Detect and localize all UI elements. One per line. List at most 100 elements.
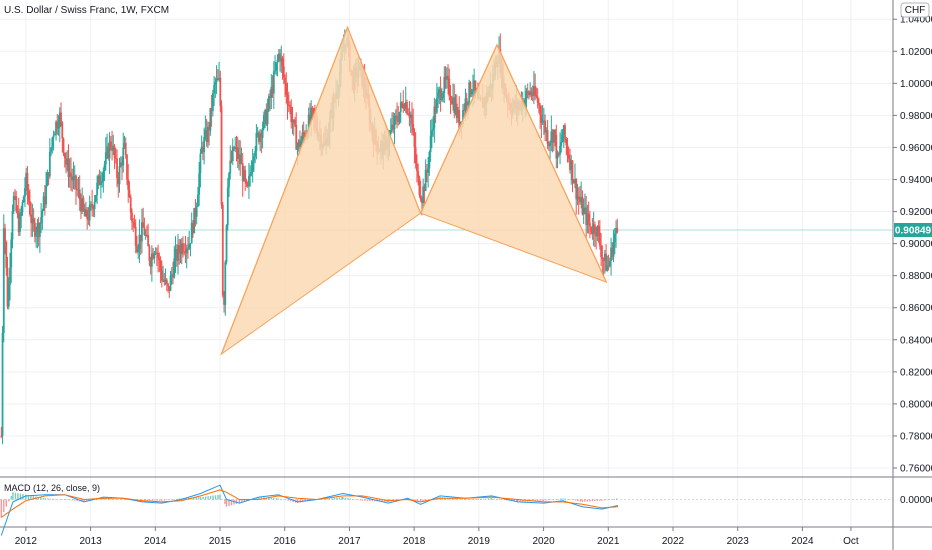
macd-histogram-bar xyxy=(30,495,32,500)
macd-histogram-bar xyxy=(185,497,187,500)
macd-histogram-bar xyxy=(596,499,599,501)
candle-body xyxy=(473,80,476,90)
macd-histogram-bar xyxy=(243,499,246,502)
candle-body xyxy=(307,114,310,136)
candle-body xyxy=(299,140,301,147)
candle-body xyxy=(539,105,542,115)
candle-body xyxy=(36,223,39,234)
candle-body xyxy=(157,252,159,259)
macd-histogram-bar xyxy=(381,499,383,502)
currency-badge[interactable]: CHF xyxy=(900,2,930,18)
candle-body xyxy=(462,109,464,124)
candle-body xyxy=(226,187,229,226)
macd-histogram-bar xyxy=(5,499,7,507)
macd-histogram-bar xyxy=(287,499,289,501)
candle-body xyxy=(91,204,94,208)
macd-histogram-bar xyxy=(47,498,49,500)
macd-histogram-bar xyxy=(536,499,539,501)
candle-body xyxy=(530,91,533,95)
macd-histogram-bar xyxy=(224,499,226,504)
candle-body xyxy=(189,243,192,245)
candle-body xyxy=(16,210,19,213)
candle-body xyxy=(68,172,71,177)
macd-histogram-bar xyxy=(467,499,470,500)
candle-body xyxy=(433,106,436,129)
candle-body xyxy=(312,108,315,117)
macd-histogram-bar xyxy=(12,492,14,500)
macd-histogram-bar xyxy=(171,499,173,500)
macd-histogram-bar xyxy=(176,498,178,500)
candle-body xyxy=(45,185,47,205)
candle-body xyxy=(70,172,72,177)
pattern-zigzag[interactable] xyxy=(220,25,607,355)
candle-body xyxy=(210,107,213,111)
macd-histogram-bar xyxy=(173,499,175,500)
candle-body xyxy=(393,116,396,130)
candle-body xyxy=(302,132,305,135)
macd-histogram-bar xyxy=(361,499,364,501)
candle-body xyxy=(145,234,148,236)
candle-body xyxy=(96,182,99,196)
macd-histogram-bar xyxy=(369,499,371,502)
candle-body xyxy=(143,227,146,235)
candle-body xyxy=(160,270,163,281)
candle-body xyxy=(33,222,36,237)
candle-body xyxy=(468,82,471,103)
candle-body xyxy=(251,161,254,172)
candle-body xyxy=(215,78,218,83)
harmonic-pattern[interactable] xyxy=(220,25,608,356)
candle-body xyxy=(87,219,90,221)
candle-body xyxy=(554,129,556,135)
macd-histogram-bar xyxy=(27,495,30,500)
candle-body xyxy=(437,92,439,98)
candle-body xyxy=(27,191,30,202)
candle-body xyxy=(595,234,598,237)
candle-body xyxy=(593,224,596,235)
candle-body xyxy=(204,129,207,137)
candle-body xyxy=(142,222,145,228)
candle-body xyxy=(585,207,588,226)
candle-body xyxy=(29,201,31,215)
candle-body xyxy=(407,113,410,115)
macd-histogram-bar xyxy=(427,499,429,501)
candle-body xyxy=(590,226,593,233)
macd-histogram-bar xyxy=(341,497,343,500)
macd-label: MACD (12, 26, close, 9) xyxy=(4,483,100,493)
candle-body xyxy=(450,100,453,104)
candle-body xyxy=(296,147,299,150)
candle-body xyxy=(587,213,590,224)
candle-body xyxy=(188,244,191,249)
macd-histogram-bar xyxy=(112,498,115,500)
candle-body xyxy=(187,248,189,250)
candle-body xyxy=(175,249,178,261)
candle-body xyxy=(182,243,184,252)
candle-body xyxy=(102,171,105,182)
x-tick-label: 2018 xyxy=(403,536,426,547)
macd-histogram-bar xyxy=(95,499,98,500)
candle-body xyxy=(294,119,296,126)
macd-histogram-bar xyxy=(470,499,472,500)
candle-body xyxy=(81,198,84,212)
candle-body xyxy=(277,53,280,60)
candle-body xyxy=(57,127,60,129)
candle-body xyxy=(239,154,242,165)
candle-body xyxy=(579,199,581,203)
candle-body xyxy=(606,265,609,271)
macd-histogram-bar xyxy=(606,499,608,500)
candle-body xyxy=(586,213,589,226)
candle-body xyxy=(550,131,553,143)
macd-histogram-bar xyxy=(513,499,515,502)
candle-body xyxy=(66,158,69,165)
candle-body xyxy=(464,98,467,111)
macd-histogram-bar xyxy=(498,499,500,500)
macd-histogram-bar xyxy=(204,496,207,500)
candle-body xyxy=(276,59,279,63)
macd-histogram-bar xyxy=(225,499,228,507)
candle-body xyxy=(422,186,425,204)
candle-body xyxy=(454,103,457,114)
candle-body xyxy=(113,146,116,158)
candle-body xyxy=(535,95,538,97)
macd-histogram-bar xyxy=(591,499,594,502)
